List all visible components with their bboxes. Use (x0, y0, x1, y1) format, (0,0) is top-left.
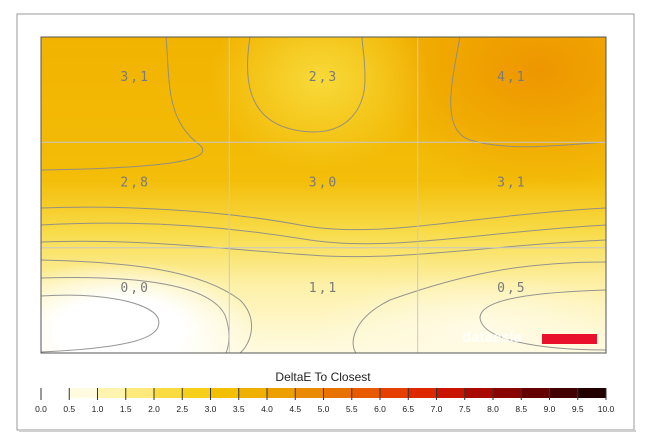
grid-lines (41, 37, 606, 353)
colorbar-tick-label: 8.5 (515, 404, 527, 414)
colorbar-segment (549, 388, 579, 398)
colorbar-tick-label: 7.0 (431, 404, 443, 414)
colorbar-segment (210, 388, 240, 398)
colorbar-tick-label: 4.5 (289, 404, 301, 414)
contour-surface (41, 37, 606, 353)
colorbar-segment (436, 388, 466, 398)
colorbar-tick-label: 1.0 (92, 404, 104, 414)
cell-label-r1c1: 3,0 (309, 176, 338, 191)
cell-label-r1c2: 3,1 (497, 176, 526, 191)
colorbar-segment (323, 388, 353, 398)
cell-label-r0c1: 2,3 (309, 70, 338, 85)
colorbar-segment (267, 388, 296, 398)
colorbar-tick-label: 7.5 (459, 404, 471, 414)
colorbar (41, 388, 607, 398)
cell-label-r0c0: 3,1 (120, 70, 149, 85)
colorbar-tick-label: 1.5 (120, 404, 132, 414)
colorbar-segment (97, 388, 127, 398)
colorbar-segment (380, 388, 409, 398)
panel-shadow (19, 430, 636, 432)
colorbar-tick-label: 4.0 (261, 404, 273, 414)
colorbar-segment (464, 388, 494, 398)
colorbar-tick-label: 5.0 (318, 404, 330, 414)
colorbar-tick-label: 2.0 (148, 404, 160, 414)
colorbar-tick-label: 6.5 (402, 404, 414, 414)
colorbar-tick-label: 5.5 (346, 404, 358, 414)
cell-label-r0c2: 4,1 (497, 70, 526, 85)
watermark-logo: dataesla (462, 329, 523, 346)
colorbar-segment (493, 388, 522, 398)
colorbar-segment (41, 388, 70, 398)
watermark-accent-bar (542, 334, 597, 344)
plot-border (40, 36, 607, 354)
colorbar-title: DeltaE To Closest (275, 370, 371, 384)
colorbar-tick-label: 9.5 (572, 404, 584, 414)
colorbar-tick-label: 3.0 (205, 404, 217, 414)
colorbar-tick-label: 0.5 (63, 404, 75, 414)
colorbar-tick-label: 2.5 (176, 404, 188, 414)
colorbar-tick-label: 9.0 (544, 404, 556, 414)
colorbar-segment (154, 388, 183, 398)
cell-label-r2c1: 1,1 (309, 281, 338, 296)
colorbar-segment (182, 388, 211, 398)
colorbar-tick-label: 8.0 (487, 404, 499, 414)
colorbar-segment (408, 388, 437, 398)
colorbar-segment (69, 388, 98, 398)
colorbar-segment (238, 388, 268, 398)
cell-label-r2c2: 0,5 (497, 281, 526, 296)
cell-labels: 3,1 2,3 4,1 2,8 3,0 3,1 0,0 1,1 0,5 (120, 70, 526, 296)
colorbar-tick-label: 10.0 (598, 404, 615, 414)
colorbar-ticks: 0.0 0.5 1.0 1.5 2.0 2.5 3.0 3.5 4.0 4.5 5.0 5.5 6.0 6… (35, 388, 615, 414)
colorbar-tick-label: 3.5 (233, 404, 245, 414)
colorbar-segment (521, 388, 550, 398)
cell-label-r2c0: 0,0 (120, 281, 149, 296)
colorbar-segment (351, 388, 381, 398)
colorbar-segment (295, 388, 324, 398)
colorbar-tick-label: 0.0 (35, 404, 47, 414)
colorbar-segment (577, 388, 607, 398)
cell-label-r1c0: 2,8 (120, 176, 149, 191)
colorbar-segment (125, 388, 155, 398)
colorbar-tick-label: 6.0 (374, 404, 386, 414)
